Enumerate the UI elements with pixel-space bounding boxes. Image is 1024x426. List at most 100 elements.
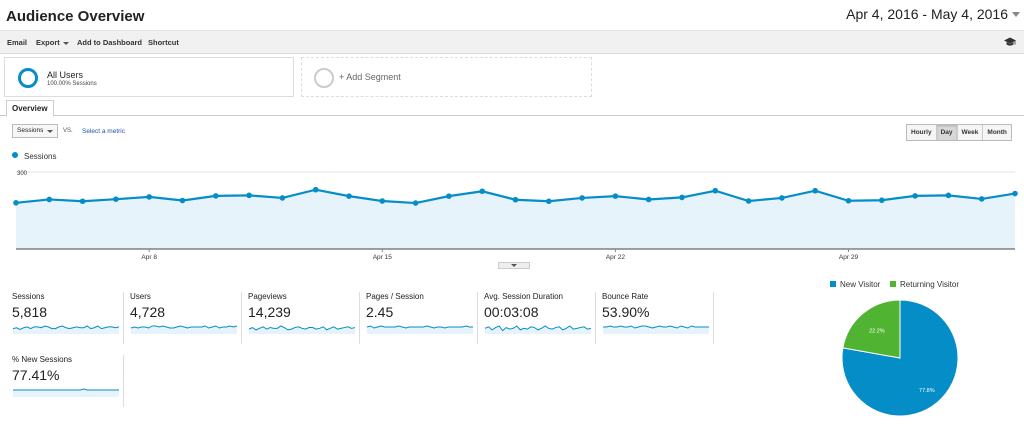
data-point xyxy=(879,197,885,204)
export-button[interactable]: Export xyxy=(36,38,69,47)
segment-name: All Users xyxy=(47,70,84,80)
scorecard-value: 77.41% xyxy=(12,367,60,383)
sparkline xyxy=(603,325,709,334)
scorecard-label: Pages / Session xyxy=(366,292,424,301)
segment-bar: All Users 100.00% Sessions + Add Segment xyxy=(0,54,1024,98)
scorecard-pages-per-session[interactable]: Pages / Session 2.45 xyxy=(366,292,478,344)
sparkline-line xyxy=(248,325,356,331)
data-point xyxy=(379,198,386,204)
add-to-dashboard-button[interactable]: Add to Dashboard xyxy=(77,38,142,47)
chart-legend: Sessions xyxy=(12,152,56,161)
sparkline xyxy=(13,388,119,397)
tab-bar: Overview xyxy=(0,98,1024,117)
data-point xyxy=(46,196,53,203)
data-point xyxy=(579,195,585,201)
sparkline-line xyxy=(12,325,120,331)
email-button[interactable]: Email xyxy=(7,38,28,47)
sessions-area xyxy=(16,189,1015,249)
data-point xyxy=(179,197,186,204)
metric-select[interactable]: Sessions xyxy=(12,124,58,138)
data-point xyxy=(679,194,685,201)
granularity-hourly-button[interactable]: Hourly xyxy=(907,125,937,140)
visitor-type-pie-chart: 77.8% 22.2% xyxy=(841,299,959,417)
scorecard-bounce-rate[interactable]: Bounce Rate 53.90% xyxy=(602,292,714,344)
legend-series-name: Sessions xyxy=(24,152,57,161)
sparkline-line xyxy=(484,325,592,332)
chevron-down-icon xyxy=(47,130,53,133)
sparkline xyxy=(484,325,592,334)
add-segment-label: + Add Segment xyxy=(339,72,401,82)
data-point xyxy=(779,195,785,201)
scorecard-new-sessions[interactable]: % New Sessions 77.41% xyxy=(12,355,124,407)
metric-select-value: Sessions xyxy=(17,127,44,134)
data-point xyxy=(745,198,752,204)
scorecard-label: % New Sessions xyxy=(12,355,73,364)
data-point xyxy=(612,193,619,199)
legend-swatch xyxy=(830,281,836,287)
sparkline-area xyxy=(13,389,119,397)
x-tick-label: Apr 15 xyxy=(373,254,393,261)
legend-label: Returning Visitor xyxy=(900,280,959,289)
scorecard-users[interactable]: Users 4,728 xyxy=(130,292,242,344)
scorecard-value: 00:03:08 xyxy=(484,304,539,320)
data-point xyxy=(146,194,152,200)
legend-dot-icon xyxy=(12,152,18,158)
select-metric-link[interactable]: Select a metric xyxy=(82,128,125,135)
empty-segment-icon xyxy=(314,68,334,88)
data-point xyxy=(79,198,86,205)
export-label: Export xyxy=(36,38,60,47)
x-tick-label: Apr 22 xyxy=(606,254,626,261)
scorecard-avg-session-duration[interactable]: Avg. Session Duration 00:03:08 xyxy=(484,292,596,344)
scorecard-value: 4,728 xyxy=(130,304,166,320)
tab-overview[interactable]: Overview xyxy=(6,100,54,117)
shortcut-button[interactable]: Shortcut xyxy=(148,38,179,47)
scorecard-divider xyxy=(241,292,242,344)
pie-legend-new-visitor[interactable]: New Visitor xyxy=(830,280,880,289)
granularity-month-button[interactable]: Month xyxy=(983,125,1011,140)
data-point xyxy=(279,195,286,201)
sparkline xyxy=(12,325,120,334)
date-range-picker[interactable]: Apr 4, 2016 - May 4, 2016 xyxy=(846,6,1008,22)
scorecard-divider xyxy=(713,292,714,344)
data-point xyxy=(945,192,952,199)
y-tick-label: 300 xyxy=(17,171,28,177)
scorecard-value: 2.45 xyxy=(366,304,394,320)
chevron-down-icon[interactable] xyxy=(1012,12,1020,17)
data-point xyxy=(446,193,452,199)
header: Audience Overview Apr 4, 2016 - May 4, 2… xyxy=(0,0,1024,30)
scorecard-pageviews[interactable]: Pageviews 14,239 xyxy=(248,292,360,344)
scorecard-label: Users xyxy=(130,292,151,301)
graduation-cap-icon[interactable] xyxy=(1004,37,1016,47)
sparkline-area xyxy=(603,326,709,334)
data-point xyxy=(1012,190,1018,197)
granularity-week-button[interactable]: Week xyxy=(957,125,984,140)
scorecard-divider xyxy=(123,355,124,407)
granularity-day-button[interactable]: Day xyxy=(936,125,958,140)
scorecard-value: 53.90% xyxy=(602,304,650,320)
pie-legend-returning-visitor[interactable]: Returning Visitor xyxy=(890,280,959,289)
segment-sessions-percent: 100.00% Sessions xyxy=(47,81,97,87)
data-point xyxy=(113,196,119,203)
scorecard-label: Pageviews xyxy=(248,292,287,301)
sparkline-line xyxy=(13,388,119,391)
scorecard-sessions[interactable]: Sessions 5,818 xyxy=(12,292,124,344)
data-point xyxy=(412,200,419,206)
data-point xyxy=(546,198,552,205)
segment-all-users[interactable]: All Users 100.00% Sessions xyxy=(4,57,294,97)
sparkline xyxy=(248,325,356,334)
data-point xyxy=(346,193,352,199)
add-segment-button[interactable]: + Add Segment xyxy=(301,57,592,97)
chart-expand-handle[interactable] xyxy=(498,262,530,269)
scorecard-value: 5,818 xyxy=(12,304,48,320)
data-point xyxy=(479,188,486,195)
scorecard-divider xyxy=(123,292,124,344)
legend-label: New Visitor xyxy=(840,280,881,289)
scorecard-divider xyxy=(595,292,596,344)
page-title: Audience Overview xyxy=(6,8,145,25)
pie-slice-label: 22.2% xyxy=(869,328,885,334)
sparkline-area xyxy=(13,326,119,334)
x-tick-label: Apr 8 xyxy=(141,254,157,261)
data-point xyxy=(645,196,652,203)
data-point xyxy=(246,192,252,199)
